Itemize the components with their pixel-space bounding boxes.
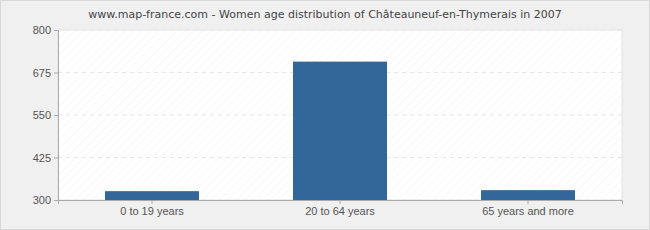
y-tick-mark [54, 115, 58, 116]
chart: www.map-france.com - Women age distribut… [0, 0, 650, 230]
y-tick: 550 [33, 109, 58, 121]
grid [58, 30, 622, 200]
y-tick-label: 675 [33, 67, 51, 79]
y-tick-label: 425 [33, 152, 51, 164]
x-tick-mark [528, 200, 529, 204]
y-tick-mark [54, 73, 58, 74]
y-axis: 300 425 550 675 800 [33, 24, 59, 206]
plot-area [58, 30, 622, 200]
x-axis: 0 to 19 years 20 to 64 years 65 years and … [59, 200, 623, 217]
x-tick-label: 0 to 19 years [120, 205, 184, 217]
x-tick: 0 to 19 years [120, 200, 184, 217]
x-tick-label: 20 to 64 years [305, 205, 375, 217]
y-tick-mark [54, 30, 58, 31]
y-tick-label: 800 [33, 24, 51, 36]
x-tick-mark [152, 200, 153, 204]
y-tick-mark [54, 158, 58, 159]
y-tick-mark [54, 200, 58, 201]
y-tick-label: 300 [33, 194, 51, 206]
grid-line [58, 30, 622, 31]
y-tick: 800 [33, 24, 58, 36]
x-tick: 65 years and more [482, 200, 574, 217]
y-tick: 425 [33, 152, 58, 164]
y-axis-line [54, 31, 59, 201]
title: www.map-france.com - Women age distribut… [88, 8, 562, 21]
bar [105, 191, 199, 200]
x-tick-label: 65 years and more [482, 205, 574, 217]
x-tick: 20 to 64 years [305, 200, 375, 217]
y-tick-label: 550 [33, 109, 51, 121]
bars [105, 62, 575, 200]
bar [293, 62, 387, 200]
background [1, 1, 650, 230]
x-tick-mark [340, 200, 341, 204]
y-tick: 675 [33, 67, 58, 79]
bar [481, 190, 575, 200]
plot: 300 425 550 675 800 0 to 19 years 20 to 64 yea… [33, 24, 623, 217]
y-tick: 300 [33, 194, 58, 206]
x-axis-line [59, 201, 623, 205]
